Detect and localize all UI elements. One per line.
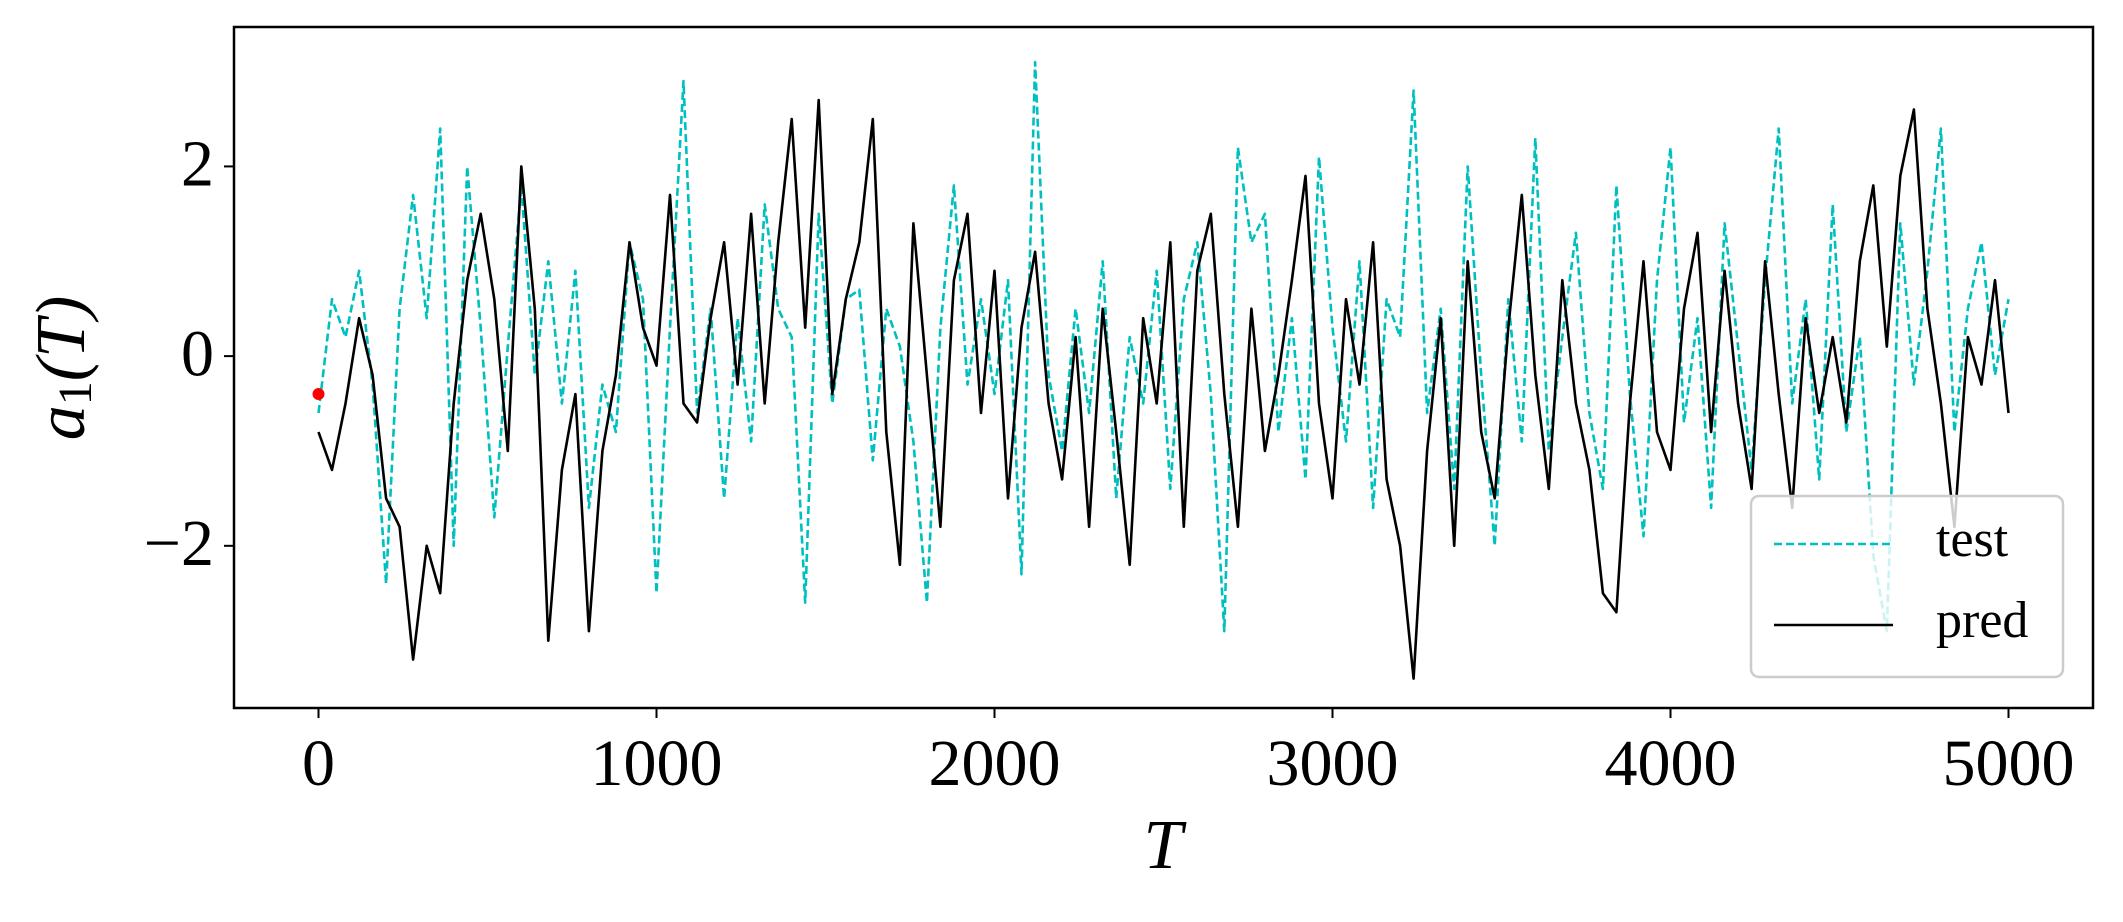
y-tick-label: −2 [144, 507, 214, 580]
plot-frame [232, 25, 2095, 710]
y-label-base: a [23, 405, 100, 440]
x-tick-label: 1000 [591, 727, 723, 800]
series-line [317, 98, 2010, 680]
series-line [317, 60, 2010, 633]
y-label-arg: (T) [23, 296, 100, 382]
marker-point [312, 388, 325, 401]
x-axis-label: T [1144, 807, 1188, 884]
x-tick-label: 3000 [1267, 727, 1399, 800]
x-tick-label: 5000 [1943, 727, 2075, 800]
y-label-sub: 1 [49, 381, 102, 405]
y-axis-label: a1(T) [23, 296, 102, 441]
x-tick-label: 4000 [1605, 727, 1737, 800]
x-tick-label: 2000 [929, 727, 1061, 800]
legend-box [1749, 494, 2065, 679]
x-tick-label: 0 [302, 727, 335, 800]
y-tick-label: 2 [181, 128, 214, 201]
legend-label: test [1936, 511, 2009, 568]
y-tick-label: 0 [181, 317, 214, 390]
legend-label: pred [1936, 592, 2028, 649]
